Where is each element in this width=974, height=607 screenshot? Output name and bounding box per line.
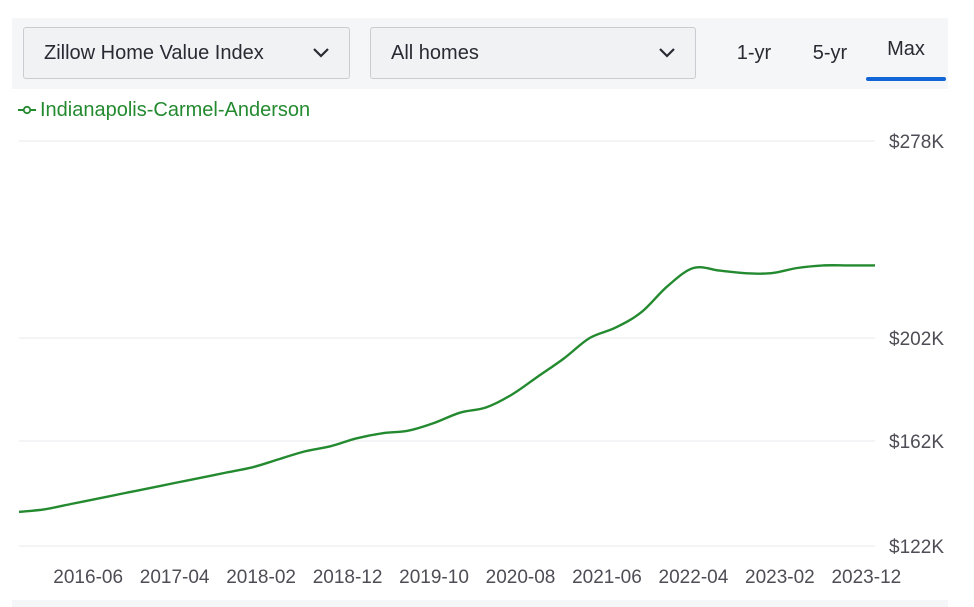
legend-line-marker-icon: [18, 105, 36, 115]
y-tick-label: $162K: [889, 432, 944, 453]
y-tick-label: $202K: [889, 329, 944, 350]
legend-label: Indianapolis-Carmel-Anderson: [40, 98, 311, 121]
home-type-select[interactable]: All homes: [370, 27, 696, 79]
tab-label: 5-yr: [812, 41, 848, 64]
tab-max[interactable]: Max: [866, 18, 946, 81]
x-tick-label: 2023-12: [831, 567, 901, 588]
x-tick-label: 2018-02: [226, 567, 296, 588]
metric-select[interactable]: Zillow Home Value Index: [23, 27, 350, 79]
series-group: [18, 264, 875, 514]
tab-label: 1-yr: [736, 41, 772, 64]
series-line[interactable]: [18, 264, 875, 514]
x-tick-label: 2018-12: [313, 567, 383, 588]
tab-label: Max: [887, 37, 925, 60]
home-type-select-label: All homes: [391, 41, 479, 64]
chart-toolbar: Zillow Home Value Index All homes 1-yr 5…: [12, 18, 948, 89]
active-tab-indicator: [866, 77, 946, 81]
chart-footer-bar: [12, 600, 948, 607]
x-tick-label: 2020-08: [486, 567, 556, 588]
chevron-down-icon: [311, 43, 331, 63]
y-tick-label: $278K: [889, 132, 944, 153]
tab-1-yr[interactable]: 1-yr: [726, 27, 782, 79]
x-tick-label: 2022-04: [659, 567, 729, 588]
legend-item[interactable]: Indianapolis-Carmel-Anderson: [18, 97, 310, 123]
y-axis-ticks: $278K $202K $162K $122K: [889, 132, 944, 558]
chevron-down-icon: [657, 43, 677, 63]
tab-5-yr[interactable]: 5-yr: [802, 27, 858, 79]
metric-select-label: Zillow Home Value Index: [44, 41, 264, 64]
x-tick-label: 2017-04: [140, 567, 210, 588]
x-axis-ticks: 2016-06 2017-04 2018-02 2018-12 2019-10 2020-…: [53, 567, 901, 588]
x-tick-label: 2023-02: [745, 567, 815, 588]
x-tick-label: 2021-06: [572, 567, 642, 588]
y-tick-label: $122K: [889, 537, 944, 558]
x-tick-label: 2016-06: [53, 567, 123, 588]
x-tick-label: 2019-10: [399, 567, 469, 588]
gridlines: [19, 140, 875, 547]
